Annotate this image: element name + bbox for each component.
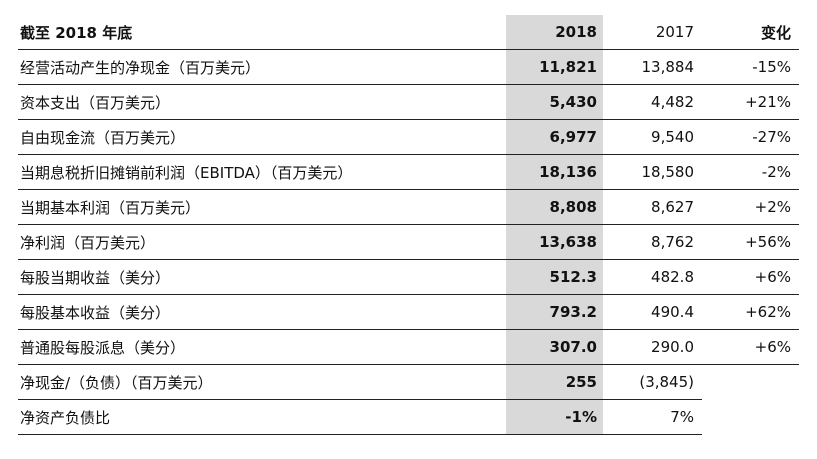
value-2017: (3,845) bbox=[603, 364, 702, 400]
table-row: 普通股每股派息（美分） 307.0 290.0 +6% bbox=[18, 329, 799, 365]
row-label: 当期基本利润（百万美元） bbox=[18, 189, 506, 225]
value-change: -15% bbox=[702, 49, 799, 85]
value-2017: 490.4 bbox=[603, 294, 702, 330]
value-change: -2% bbox=[702, 154, 799, 190]
table-header-row: 截至 2018 年底 2018 2017 变化 bbox=[18, 15, 799, 50]
table-row: 每股当期收益（美分） 512.3 482.8 +6% bbox=[18, 259, 799, 295]
value-2017: 8,762 bbox=[603, 224, 702, 260]
table-row: 每股基本收益（美分） 793.2 490.4 +62% bbox=[18, 294, 799, 330]
value-change bbox=[702, 400, 799, 435]
value-2018: 793.2 bbox=[506, 294, 603, 330]
table-row: 资本支出（百万美元） 5,430 4,482 +21% bbox=[18, 84, 799, 120]
value-2018: 13,638 bbox=[506, 224, 603, 260]
value-2018: 255 bbox=[506, 364, 603, 400]
value-2018: 307.0 bbox=[506, 329, 603, 365]
value-change: +6% bbox=[702, 259, 799, 295]
row-label: 净资产负债比 bbox=[18, 399, 506, 435]
row-label: 净利润（百万美元） bbox=[18, 224, 506, 260]
value-change: +62% bbox=[702, 294, 799, 330]
table-row: 净资产负债比 -1% 7% bbox=[18, 399, 799, 435]
value-2017: 7% bbox=[603, 399, 702, 435]
value-2017: 13,884 bbox=[603, 49, 702, 85]
value-2017: 482.8 bbox=[603, 259, 702, 295]
financial-summary-table: 截至 2018 年底 2018 2017 变化 经营活动产生的净现金（百万美元）… bbox=[18, 15, 799, 435]
value-2017: 4,482 bbox=[603, 84, 702, 120]
value-change bbox=[702, 365, 799, 400]
value-change: +56% bbox=[702, 224, 799, 260]
table-row: 自由现金流（百万美元） 6,977 9,540 -27% bbox=[18, 119, 799, 155]
row-label: 资本支出（百万美元） bbox=[18, 84, 506, 120]
value-2017: 8,627 bbox=[603, 189, 702, 225]
header-label: 截至 2018 年底 bbox=[18, 15, 506, 50]
table-row: 经营活动产生的净现金（百万美元） 11,821 13,884 -15% bbox=[18, 49, 799, 85]
value-2018: 8,808 bbox=[506, 189, 603, 225]
value-2017: 9,540 bbox=[603, 119, 702, 155]
value-2018: 512.3 bbox=[506, 259, 603, 295]
header-2018: 2018 bbox=[506, 15, 603, 50]
header-2017: 2017 bbox=[603, 15, 702, 50]
row-label: 每股当期收益（美分） bbox=[18, 259, 506, 295]
row-label: 自由现金流（百万美元） bbox=[18, 119, 506, 155]
row-label: 每股基本收益（美分） bbox=[18, 294, 506, 330]
value-change: +2% bbox=[702, 189, 799, 225]
value-2018: 11,821 bbox=[506, 49, 603, 85]
table-row: 当期息税折旧摊销前利润（EBITDA）（百万美元） 18,136 18,580 … bbox=[18, 154, 799, 190]
value-change: +6% bbox=[702, 329, 799, 365]
row-label: 当期息税折旧摊销前利润（EBITDA）（百万美元） bbox=[18, 154, 506, 190]
value-change: -27% bbox=[702, 119, 799, 155]
value-2017: 290.0 bbox=[603, 329, 702, 365]
value-2017: 18,580 bbox=[603, 154, 702, 190]
table-row: 当期基本利润（百万美元） 8,808 8,627 +2% bbox=[18, 189, 799, 225]
row-label: 净现金/（负债）（百万美元） bbox=[18, 364, 506, 400]
table-row: 净现金/（负债）（百万美元） 255 (3,845) bbox=[18, 364, 799, 400]
row-label: 普通股每股派息（美分） bbox=[18, 329, 506, 365]
value-2018: 5,430 bbox=[506, 84, 603, 120]
value-2018: 6,977 bbox=[506, 119, 603, 155]
value-change: +21% bbox=[702, 84, 799, 120]
header-change: 变化 bbox=[702, 15, 799, 50]
row-label: 经营活动产生的净现金（百万美元） bbox=[18, 49, 506, 85]
value-2018: -1% bbox=[506, 399, 603, 435]
value-2018: 18,136 bbox=[506, 154, 603, 190]
table-row: 净利润（百万美元） 13,638 8,762 +56% bbox=[18, 224, 799, 260]
